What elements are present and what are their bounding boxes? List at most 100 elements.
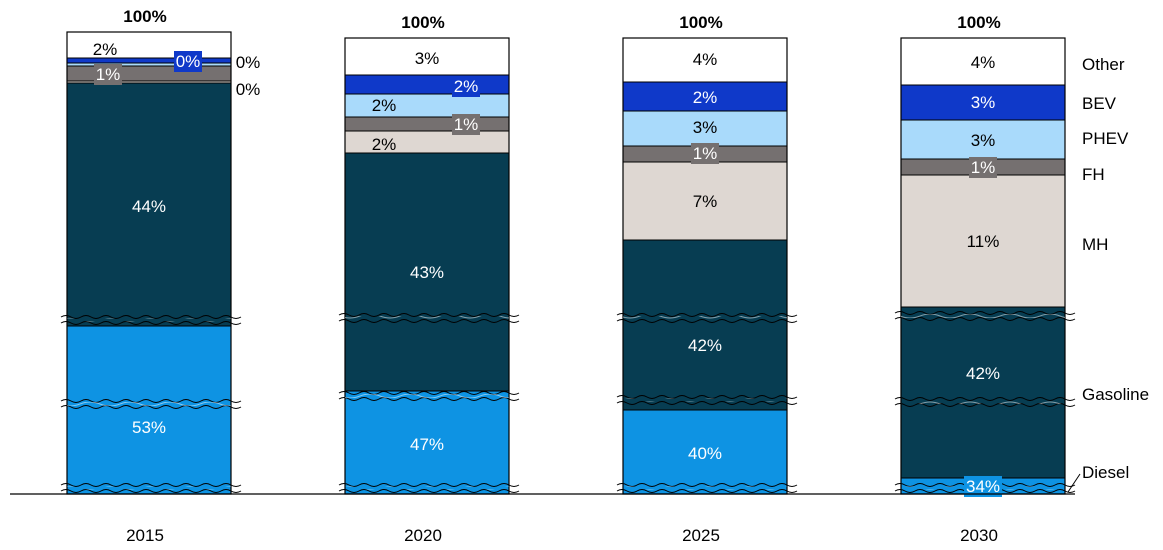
axis-break-line	[616, 319, 798, 323]
bar-diesel-2015	[66, 325, 232, 495]
bar-mh-2030	[900, 174, 1066, 308]
svg-text:0%: 0%	[236, 80, 261, 99]
data-label-gasoline-2025: 42%	[688, 336, 722, 355]
axis-break-line	[60, 483, 242, 487]
axis-break-line	[60, 315, 242, 319]
svg-text:2%: 2%	[93, 40, 118, 59]
data-label-gasoline-2015: 44%	[132, 197, 166, 216]
axis-break-gap	[345, 486, 509, 490]
bars-layer	[60, 31, 1076, 495]
axis-break-gap	[623, 316, 787, 320]
data-label-mh-2020: 2%	[372, 135, 397, 154]
total-label-2020: 100%	[401, 13, 444, 32]
svg-text:11%: 11%	[967, 232, 1000, 251]
legend-item-phev: PHEV	[1082, 129, 1129, 148]
legend-leader-line	[1067, 473, 1081, 493]
data-label-other-2020: 3%	[415, 49, 440, 68]
axis-break-line	[338, 319, 520, 323]
svg-text:7%: 7%	[693, 192, 718, 211]
data-label-diesel-2015: 53%	[132, 418, 166, 437]
axis-break-gap	[67, 486, 231, 490]
svg-text:3%: 3%	[971, 93, 996, 112]
data-label-mh-2030: 11%	[967, 232, 1000, 251]
svg-text:42%: 42%	[688, 336, 722, 355]
axis-break-line	[616, 483, 798, 487]
axis-break-line	[60, 405, 242, 409]
axis-break-gap	[901, 314, 1065, 318]
bar-phev-2020	[344, 93, 510, 118]
svg-text:3%: 3%	[415, 49, 440, 68]
data-label-bev-2025: 2%	[693, 88, 718, 107]
bar-fh-2015	[66, 65, 232, 82]
axis-break-gap	[345, 394, 509, 398]
legend: Diesel Gasoline MH FH PHEV BEV Other	[1067, 55, 1149, 493]
svg-text:40%: 40%	[688, 444, 722, 463]
axis-break-line	[338, 483, 520, 487]
total-label-2030: 100%	[957, 13, 1000, 32]
svg-text:1%: 1%	[971, 158, 996, 177]
axis-break-line	[894, 397, 1076, 401]
labels-layer: 100% 2015 100% 2020 100% 2025 100% 2030 53% 44% 2%…	[93, 7, 1002, 545]
svg-text:4%: 4%	[693, 50, 718, 69]
data-label-other-2030: 4%	[971, 53, 996, 72]
svg-text:2%: 2%	[372, 135, 397, 154]
data-label-bev-2030: 3%	[971, 93, 996, 112]
data-label-mh-2025: 7%	[693, 192, 718, 211]
bar-mh-2020	[344, 130, 510, 154]
bar-other-2030	[900, 37, 1066, 86]
svg-text:1%: 1%	[454, 115, 479, 134]
axis-break-line	[60, 489, 242, 493]
svg-text:3%: 3%	[693, 118, 718, 137]
bar-gasoline-2030	[900, 306, 1066, 479]
axis-break-line	[894, 311, 1076, 315]
svg-text:2%: 2%	[454, 77, 479, 96]
svg-text:34%: 34%	[966, 477, 1000, 496]
axis-break-line	[338, 489, 520, 493]
data-label-fh-2025: 1%	[691, 143, 719, 164]
axis-break-line	[338, 391, 520, 395]
bar-diesel-2020	[344, 390, 510, 495]
svg-text:47%: 47%	[410, 435, 444, 454]
data-label-phev-2030: 3%	[971, 131, 996, 150]
svg-text:42%: 42%	[966, 364, 1000, 383]
legend-item-diesel: Diesel	[1082, 463, 1129, 482]
data-label-mh-2015: 0%	[236, 80, 261, 99]
bar-bev-2030	[900, 84, 1066, 121]
axis-break-line	[616, 395, 798, 399]
data-label-other-2025: 4%	[693, 50, 718, 69]
bar-gasoline-2025	[622, 239, 788, 411]
data-label-fh-2030: 1%	[969, 157, 997, 178]
x-tick-label-2025: 2025	[682, 526, 720, 545]
axis-break-line	[60, 321, 242, 325]
data-label-fh-2020: 1%	[452, 114, 480, 135]
bar-bev-2025	[622, 81, 788, 112]
axis-break-line	[60, 399, 242, 403]
svg-text:0%: 0%	[176, 52, 201, 71]
legend-item-other: Other	[1082, 55, 1125, 74]
data-label-other-2015: 2%	[93, 40, 118, 59]
bar-other-2025	[622, 37, 788, 83]
svg-text:2%: 2%	[372, 96, 397, 115]
axis-break-line	[616, 401, 798, 405]
legend-item-mh: MH	[1082, 235, 1108, 254]
data-label-bev-2020: 2%	[452, 76, 480, 97]
axis-break-gap	[623, 398, 787, 402]
axis-break-gap	[345, 316, 509, 320]
svg-text:53%: 53%	[132, 418, 166, 437]
x-tick-label-2020: 2020	[404, 526, 442, 545]
bar-mh-2025	[622, 161, 788, 241]
svg-text:1%: 1%	[96, 65, 121, 84]
bar-other-2015	[66, 31, 232, 59]
axis-break-line	[616, 313, 798, 317]
data-label-diesel-2030: 34%	[964, 476, 1002, 497]
axis-break-gap	[67, 402, 231, 406]
data-label-fh-2015: 1%	[94, 64, 122, 85]
svg-text:0%: 0%	[236, 53, 261, 72]
x-tick-label-2015: 2015	[126, 526, 164, 545]
data-label-phev-2020: 2%	[372, 96, 397, 115]
legend-item-bev: BEV	[1082, 94, 1117, 113]
axis-break-gap	[623, 486, 787, 490]
axis-break-line	[616, 489, 798, 493]
axis-break-line	[894, 403, 1076, 407]
